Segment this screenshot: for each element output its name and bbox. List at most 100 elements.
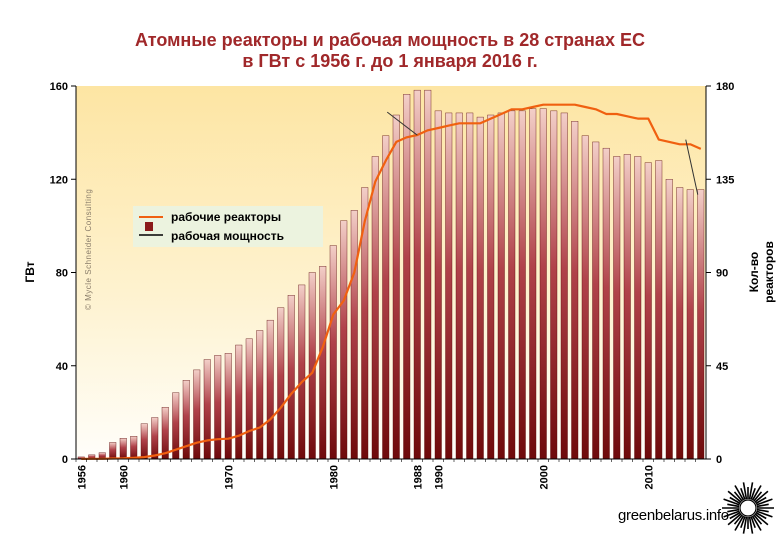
bar-1980 — [329, 245, 337, 460]
sun-ray — [729, 511, 741, 520]
bar-1964 — [161, 406, 169, 460]
axes: 0 40 80 120 160 0 45 90 135 180 1956 1960 1970 1980 19… — [23, 81, 776, 489]
y-right-tick-label: 45 — [716, 361, 728, 373]
bar-2006 — [602, 147, 610, 460]
bar-1985 — [382, 135, 390, 460]
bar-1959 — [109, 442, 117, 460]
sun-ray — [750, 487, 756, 500]
sun-ray — [734, 485, 745, 501]
sun-ray — [729, 496, 741, 505]
sun-ray — [740, 487, 746, 500]
bar-1991 — [445, 112, 453, 460]
sun-ray — [748, 482, 754, 500]
y-right-tick-label: 135 — [716, 174, 734, 186]
bar-1997 — [508, 110, 516, 460]
bar-2015 — [697, 189, 705, 460]
sun-ray — [742, 482, 748, 500]
legend-label-capacity: рабочая мощность — [171, 229, 284, 243]
sun-ray — [756, 503, 769, 508]
sun-ray — [727, 490, 742, 503]
sun-ray — [740, 516, 746, 529]
bar-2009 — [634, 156, 642, 460]
sun-ray — [727, 513, 742, 526]
bar-1967 — [193, 369, 201, 460]
y-left-tick-label: 120 — [50, 174, 68, 186]
x-tick-label-1956: 1956 — [76, 465, 88, 489]
bar-2014 — [686, 189, 694, 460]
bar-2001 — [550, 110, 558, 460]
bar-2003 — [571, 121, 579, 460]
bar-1990 — [434, 110, 442, 460]
bar-2008 — [623, 154, 631, 460]
bar-1998 — [518, 110, 526, 460]
y-right-tick-label: 180 — [716, 81, 734, 93]
chart-title-line1: Атомные реакторы и рабочая мощность в 28… — [135, 30, 645, 50]
sun-ray — [751, 485, 762, 501]
bar-1968 — [203, 359, 211, 460]
bar-1971 — [235, 344, 243, 460]
bar-2007 — [613, 156, 621, 460]
x-tick-label-1960: 1960 — [118, 465, 130, 489]
bar-1975 — [277, 307, 285, 460]
y-left-tick-label: 160 — [50, 81, 68, 93]
bar-1961 — [130, 436, 138, 460]
brand-label: greenbelarus.info — [618, 507, 729, 524]
sun-ray — [727, 503, 740, 508]
bar-1963 — [151, 417, 159, 460]
sun-ray — [751, 515, 762, 531]
annotation-line-2015 — [685, 139, 699, 195]
bar-2013 — [676, 187, 684, 460]
bar-1988 — [413, 89, 421, 460]
bar-1981 — [340, 220, 348, 460]
y-left-tick-label: 40 — [56, 361, 68, 373]
bar-1970 — [224, 353, 232, 460]
bar-1979 — [319, 266, 327, 460]
line-series — [81, 103, 702, 460]
legend-bar-swatch — [145, 222, 153, 231]
x-tick-label-1970: 1970 — [223, 465, 235, 489]
chart-title-line2: в ГВт с 1956 г. до 1 января 2016 г. — [242, 51, 538, 71]
sun-ray — [756, 510, 773, 518]
x-tick-label-1980: 1980 — [328, 465, 340, 489]
x-tick-label-2000: 2000 — [538, 465, 550, 489]
y-axis-right-label-line2: реакторов — [762, 241, 776, 303]
bar-1973 — [256, 330, 264, 460]
sun-ray — [754, 490, 769, 503]
sun-ray — [723, 498, 740, 506]
sun-ray — [742, 516, 748, 534]
sun-ray — [755, 496, 767, 505]
bar-1994 — [476, 116, 484, 460]
sun-ray — [733, 514, 743, 525]
y-left-tick-label: 0 — [62, 454, 68, 466]
bar-2011 — [655, 160, 663, 460]
plot-background — [76, 86, 706, 459]
watermark: © Mycle Schneider Consulting — [83, 100, 93, 310]
bar-2002 — [560, 112, 568, 460]
sun-ray — [753, 491, 763, 502]
sun-ray — [750, 516, 756, 529]
bar-1986 — [392, 114, 400, 460]
bar-1992 — [455, 112, 463, 460]
sun-ray — [753, 514, 763, 525]
bar-2010 — [644, 162, 652, 460]
y-axis-right-label-line1: Кол-во — [747, 252, 761, 293]
legend-label-reactors: рабочие реакторы — [171, 210, 282, 224]
sun-ray — [755, 511, 767, 520]
bar-2004 — [581, 135, 589, 460]
x-tick-label-2010: 2010 — [643, 465, 655, 489]
bar-1989 — [424, 89, 432, 460]
bar-1987 — [403, 94, 411, 460]
annotations — [386, 111, 699, 195]
sun-core — [739, 499, 757, 517]
sun-ray — [756, 508, 769, 513]
sun-ray — [754, 513, 769, 526]
sun-ray — [733, 491, 743, 502]
bar-1974 — [266, 319, 274, 460]
bar-1993 — [466, 112, 474, 460]
y-axis-left-label: ГВт — [23, 261, 37, 282]
sun-ray — [748, 516, 754, 534]
bar-1976 — [287, 295, 295, 460]
y-left-tick-label: 80 — [56, 268, 68, 280]
bar-2000 — [539, 108, 547, 460]
